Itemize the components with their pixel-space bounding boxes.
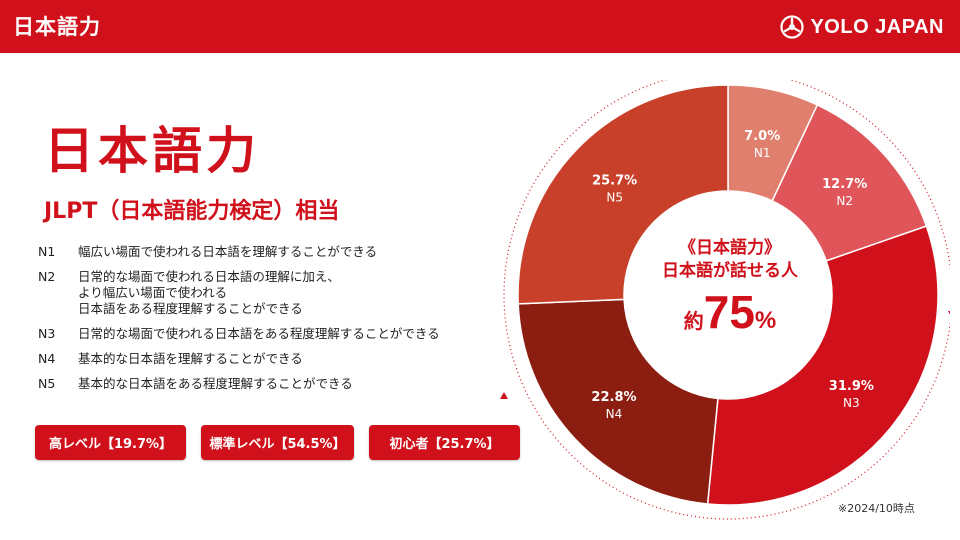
list-item: N5 基本的な日本語をある程度理解することができる	[38, 376, 508, 392]
center-value: 75	[703, 286, 755, 338]
chart-svg: 7.0% N1 12.7% N2 31.9% N3 22.8% N4 25.7% N5	[500, 70, 956, 520]
list-item: N4 基本的な日本語を理解することができる	[38, 351, 508, 367]
date-note: ※2024/10時点	[838, 502, 915, 515]
center-value-line: 約75%	[620, 287, 840, 348]
slice-category-label: N2	[836, 194, 853, 208]
center-line2: 日本語が話せる人	[662, 261, 798, 281]
center-prefix: 約	[683, 309, 704, 333]
list-item: N1 幅広い場面で使われる日本語を理解することができる	[38, 244, 508, 260]
main-title: 日本語力	[44, 122, 260, 180]
list-item: N3 日常的な場面で使われる日本語をある程度理解することができる	[38, 326, 508, 342]
guide-arrow-icon	[500, 392, 508, 399]
level-code: N4	[38, 351, 56, 366]
level-code: N3	[38, 326, 56, 341]
level-description: 幅広い場面で使われる日本語を理解することができる	[78, 244, 378, 259]
level-code: N5	[38, 376, 56, 391]
subtitle: JLPT（日本語能力検定）相当	[44, 199, 340, 224]
logo-icon	[780, 15, 805, 39]
center-label: 《日本語力》 日本語が話せる人 約75%	[620, 237, 840, 348]
slice-category-label: N1	[754, 146, 771, 160]
slice-value-label: 22.8%	[591, 390, 636, 405]
list-item: N2 日常的な場面で使われる日本語の理解に加え、 より幅広い場面で使われる 日本…	[38, 269, 508, 317]
level-list: N1 幅広い場面で使われる日本語を理解することができる N2 日常的な場面で使わ…	[38, 244, 508, 401]
slice-category-label: N5	[606, 190, 623, 204]
header-title: 日本語力	[13, 15, 101, 39]
slice-category-label: N3	[843, 396, 860, 410]
group-high-button[interactable]: 高レベル【19.7%】	[35, 425, 186, 460]
level-code: N1	[38, 244, 56, 259]
slice-n5[interactable]	[517, 84, 729, 305]
center-unit: %	[754, 307, 777, 334]
level-description: 日常的な場面で使われる日本語をある程度理解することができる	[78, 326, 440, 341]
slice-value-label: 31.9%	[829, 379, 874, 394]
level-description: 基本的な日本語をある程度理解することができる	[78, 376, 353, 391]
level-description: 日常的な場面で使われる日本語の理解に加え、 より幅広い場面で使われる 日本語をあ…	[78, 269, 340, 316]
slice-value-label: 25.7%	[592, 173, 637, 188]
guide-arrow-icon	[948, 311, 956, 318]
group-buttons: 高レベル【19.7%】 標準レベル【54.5%】 初心者【25.7%】	[35, 425, 535, 460]
donut-chart: 7.0% N1 12.7% N2 31.9% N3 22.8% N4 25.7% N5 《日本語力…	[490, 70, 956, 525]
header-bar: 日本語力 YOLO JAPAN	[0, 0, 960, 53]
slice-n4[interactable]	[517, 298, 719, 505]
center-line1: 《日本語力》	[679, 238, 781, 258]
slice-category-label: N4	[606, 407, 623, 421]
level-code: N2	[38, 269, 56, 284]
slice-n3[interactable]	[706, 225, 939, 506]
slice-value-label: 12.7%	[822, 177, 867, 192]
level-description: 基本的な日本語を理解することができる	[78, 351, 303, 366]
group-standard-button[interactable]: 標準レベル【54.5%】	[201, 425, 354, 460]
logo-text: YOLO JAPAN	[810, 15, 944, 38]
group-beginner-button[interactable]: 初心者【25.7%】	[369, 425, 520, 460]
slice-value-label: 7.0%	[744, 129, 780, 144]
brand-logo: YOLO JAPAN	[780, 13, 944, 41]
